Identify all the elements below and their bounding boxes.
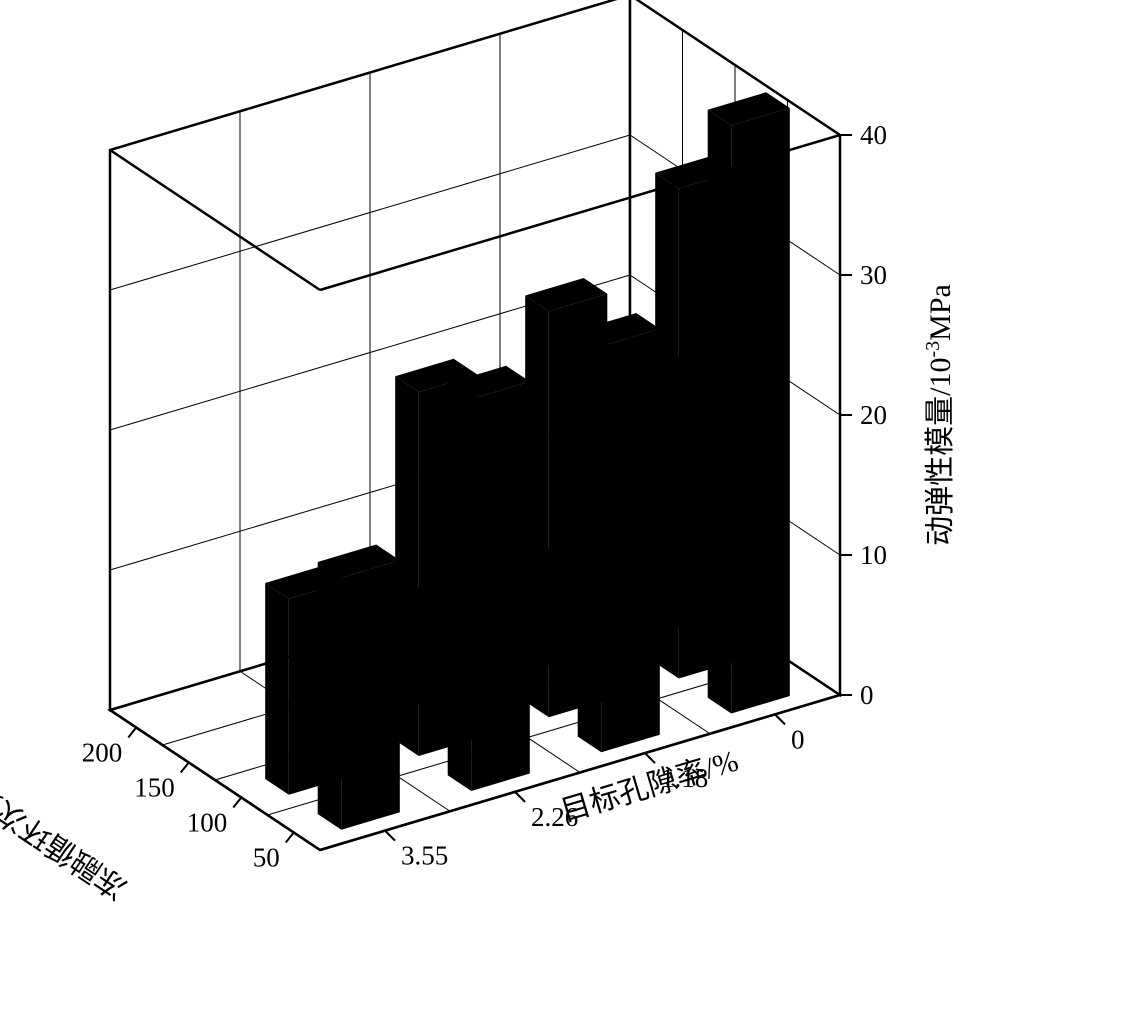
z-axis-title: 动弹性模量/10-3MPa xyxy=(922,284,957,546)
chart-container: 501001502003.552.261.180010203040冻融循环次数/… xyxy=(0,0,1124,1016)
z-tick-label: 40 xyxy=(860,120,887,150)
z-tick-label: 30 xyxy=(860,260,887,290)
y-tick-label: 3.55 xyxy=(401,841,448,871)
x-tick-label: 150 xyxy=(134,773,175,803)
x-tick-label: 200 xyxy=(82,738,123,768)
z-tick-label: 20 xyxy=(860,400,887,430)
x-tick-label: 50 xyxy=(253,843,280,873)
x-axis-title: 冻融循环次数/次 xyxy=(0,756,133,905)
z-tick-label: 10 xyxy=(860,540,887,570)
x-tick-label: 100 xyxy=(187,808,228,838)
z-tick-label: 0 xyxy=(860,680,874,710)
y-tick-label: 0 xyxy=(791,724,805,754)
bar3d-chart: 501001502003.552.261.180010203040冻融循环次数/… xyxy=(0,0,1124,1016)
